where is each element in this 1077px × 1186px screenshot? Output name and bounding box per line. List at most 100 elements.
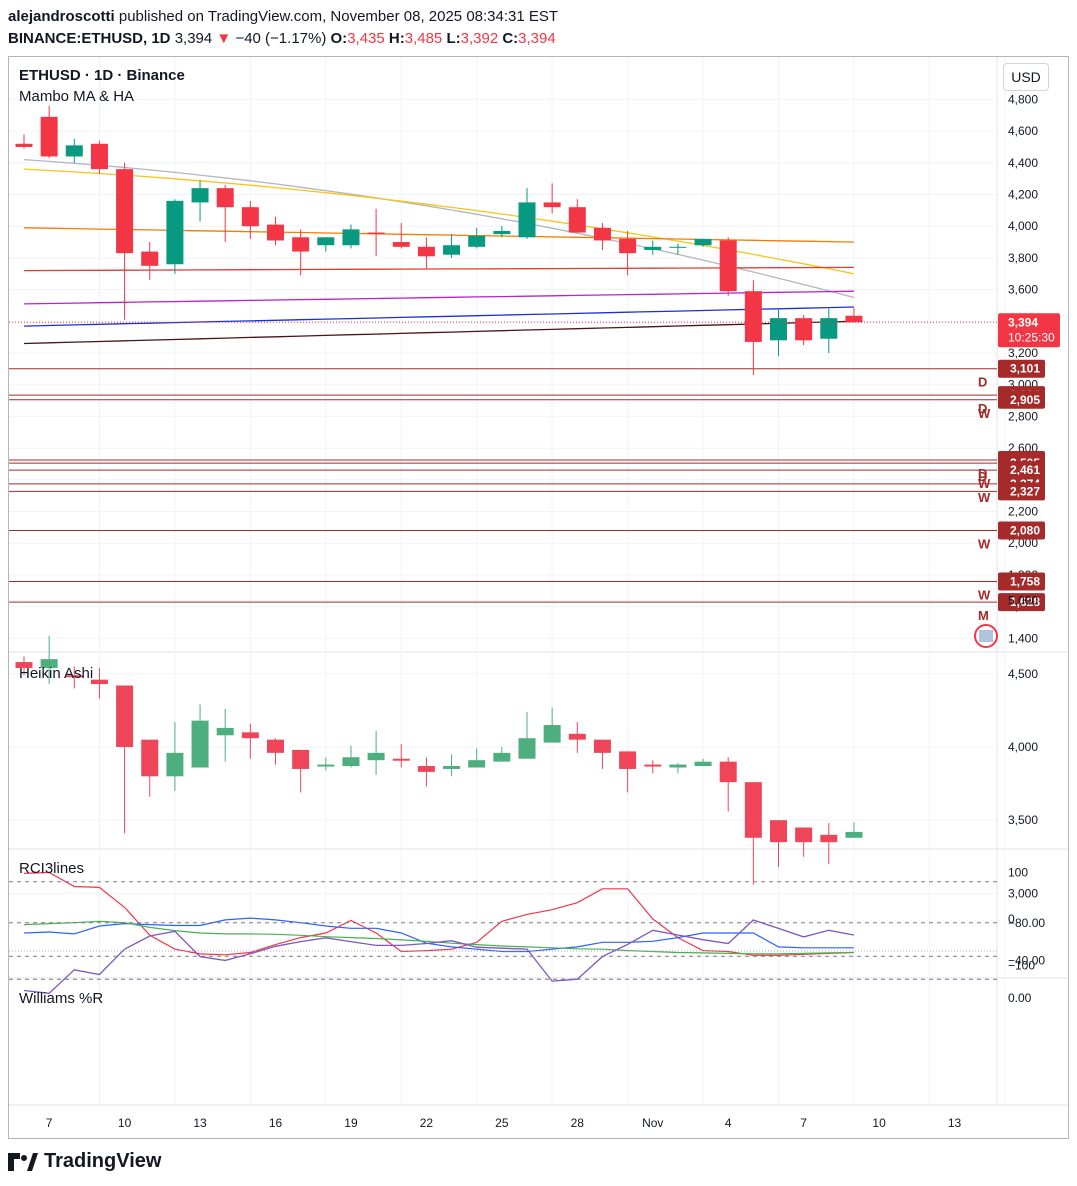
level-badge xyxy=(998,593,1045,612)
x-tick-label: 7 xyxy=(46,1116,53,1130)
candle-body xyxy=(443,245,461,255)
countdown-label: 10:25:30 xyxy=(1008,330,1055,344)
candle-body xyxy=(292,237,310,252)
candle-body xyxy=(468,235,486,247)
last-price-label: 3,394 xyxy=(1008,315,1038,329)
currency-button[interactable]: USD xyxy=(1003,63,1049,91)
y-tick-label: 3,800 xyxy=(1008,251,1038,265)
ha-body xyxy=(15,662,33,668)
ha-body xyxy=(116,685,134,747)
level-mark: M xyxy=(978,608,989,623)
candle-body xyxy=(216,188,234,208)
rci-title[interactable]: RCI3lines xyxy=(19,860,85,877)
high-value: 3,485 xyxy=(404,30,443,47)
high-label: H: xyxy=(388,30,405,47)
rci-line-mid xyxy=(23,917,854,953)
open-value: 3,435 xyxy=(347,30,385,47)
ha-body xyxy=(342,757,360,767)
y-tick-label: 4,600 xyxy=(1008,124,1038,138)
ha-body xyxy=(65,675,83,678)
low-value: 3,392 xyxy=(460,30,499,47)
candle-body xyxy=(493,230,511,235)
last-price: 3,394 xyxy=(174,30,213,47)
ha-body xyxy=(493,752,511,762)
y-tick-label: 0.00 xyxy=(1008,991,1032,1005)
symbol: BINANCE:ETHUSD, 1D xyxy=(8,30,171,47)
candle-body xyxy=(719,240,737,292)
y-tick-label: 3,500 xyxy=(1008,813,1038,827)
ha-body xyxy=(166,752,184,777)
ha-body xyxy=(292,749,310,769)
ha-body xyxy=(543,725,561,743)
level-badge-label: 1,628 xyxy=(1010,595,1040,609)
y-tick-label: 3,200 xyxy=(1008,346,1038,360)
ma-line-yellow xyxy=(23,168,855,275)
y-tick-label: −100 xyxy=(1008,959,1035,973)
chart-frame xyxy=(8,56,1069,1139)
candle-body xyxy=(543,202,561,208)
publish-line: alejandroscotti published on TradingView… xyxy=(8,6,558,28)
y-tick-label: 4,500 xyxy=(1008,667,1038,681)
y-tick-label: 4,200 xyxy=(1008,188,1038,202)
y-tick-label: 5,000 xyxy=(1008,594,1038,608)
ha-body xyxy=(241,732,259,739)
level-mark: W xyxy=(978,537,991,552)
y-tick-label: 4,400 xyxy=(1008,156,1038,170)
us-flag-icon-stripes xyxy=(979,630,993,642)
ha-body xyxy=(719,761,737,783)
ha-body xyxy=(845,831,863,838)
candle-body xyxy=(845,315,863,323)
y-tick-label: 100 xyxy=(1008,866,1028,880)
y-tick-label: 3,600 xyxy=(1008,283,1038,297)
rci-line-long xyxy=(23,920,854,955)
x-tick-label: 4 xyxy=(725,1116,732,1130)
candle-body xyxy=(317,237,335,246)
level-badge-label: 3,101 xyxy=(1010,362,1040,376)
ha-body xyxy=(568,733,586,740)
publish-text: published on TradingView.com, November 0… xyxy=(118,8,559,25)
x-tick-label: 13 xyxy=(948,1116,962,1130)
candle-body xyxy=(90,143,108,170)
level-badge xyxy=(998,390,1045,409)
candle-body xyxy=(568,207,586,233)
brand-name: TradingView xyxy=(44,1150,162,1172)
candle-body xyxy=(40,116,58,157)
level-mark: W xyxy=(978,490,991,505)
x-tick-label: 22 xyxy=(420,1116,434,1130)
y-tick-label: 2,000 xyxy=(1008,536,1038,550)
candle-body xyxy=(795,318,813,341)
x-tick-label: 25 xyxy=(495,1116,509,1130)
ha-body xyxy=(216,727,234,736)
level-badge-label: 2,080 xyxy=(1010,524,1040,538)
level-badge-label: 2,327 xyxy=(1010,484,1040,498)
author[interactable]: alejandroscotti xyxy=(8,8,115,25)
ha-body xyxy=(392,758,410,761)
ma-line-gray xyxy=(23,158,855,299)
candle-body xyxy=(694,238,712,246)
ha-body xyxy=(644,764,662,767)
ma-line-orange xyxy=(23,227,854,243)
ha-body xyxy=(468,760,486,768)
down-arrow-icon: ▼ xyxy=(216,30,232,47)
y-tick-label: −80.00 xyxy=(1008,916,1045,930)
williams-title[interactable]: Williams %R xyxy=(19,990,104,1007)
level-badge xyxy=(998,461,1045,480)
indicator-label[interactable]: Mambo MA & HA xyxy=(19,88,135,105)
level-badge-label: 1,758 xyxy=(1010,575,1040,589)
ha-body xyxy=(744,782,762,838)
candle-body xyxy=(15,143,33,147)
heikin-title[interactable]: Heikin Ashi xyxy=(19,665,94,682)
y-tick-label: 4,800 xyxy=(1008,92,1038,106)
y-tick-label: 0 xyxy=(1008,912,1015,926)
level-mark: W xyxy=(978,406,991,421)
candle-body xyxy=(141,251,159,266)
y-tick-label: 4,000 xyxy=(1008,740,1038,754)
level-mark: D xyxy=(978,401,987,416)
level-badge xyxy=(998,482,1045,501)
close-label: C: xyxy=(502,30,519,47)
candle-body xyxy=(392,242,410,247)
chart-header: alejandroscotti published on TradingView… xyxy=(8,6,558,50)
ha-body xyxy=(820,834,838,843)
change: −40 (−1.17%) xyxy=(235,30,327,47)
